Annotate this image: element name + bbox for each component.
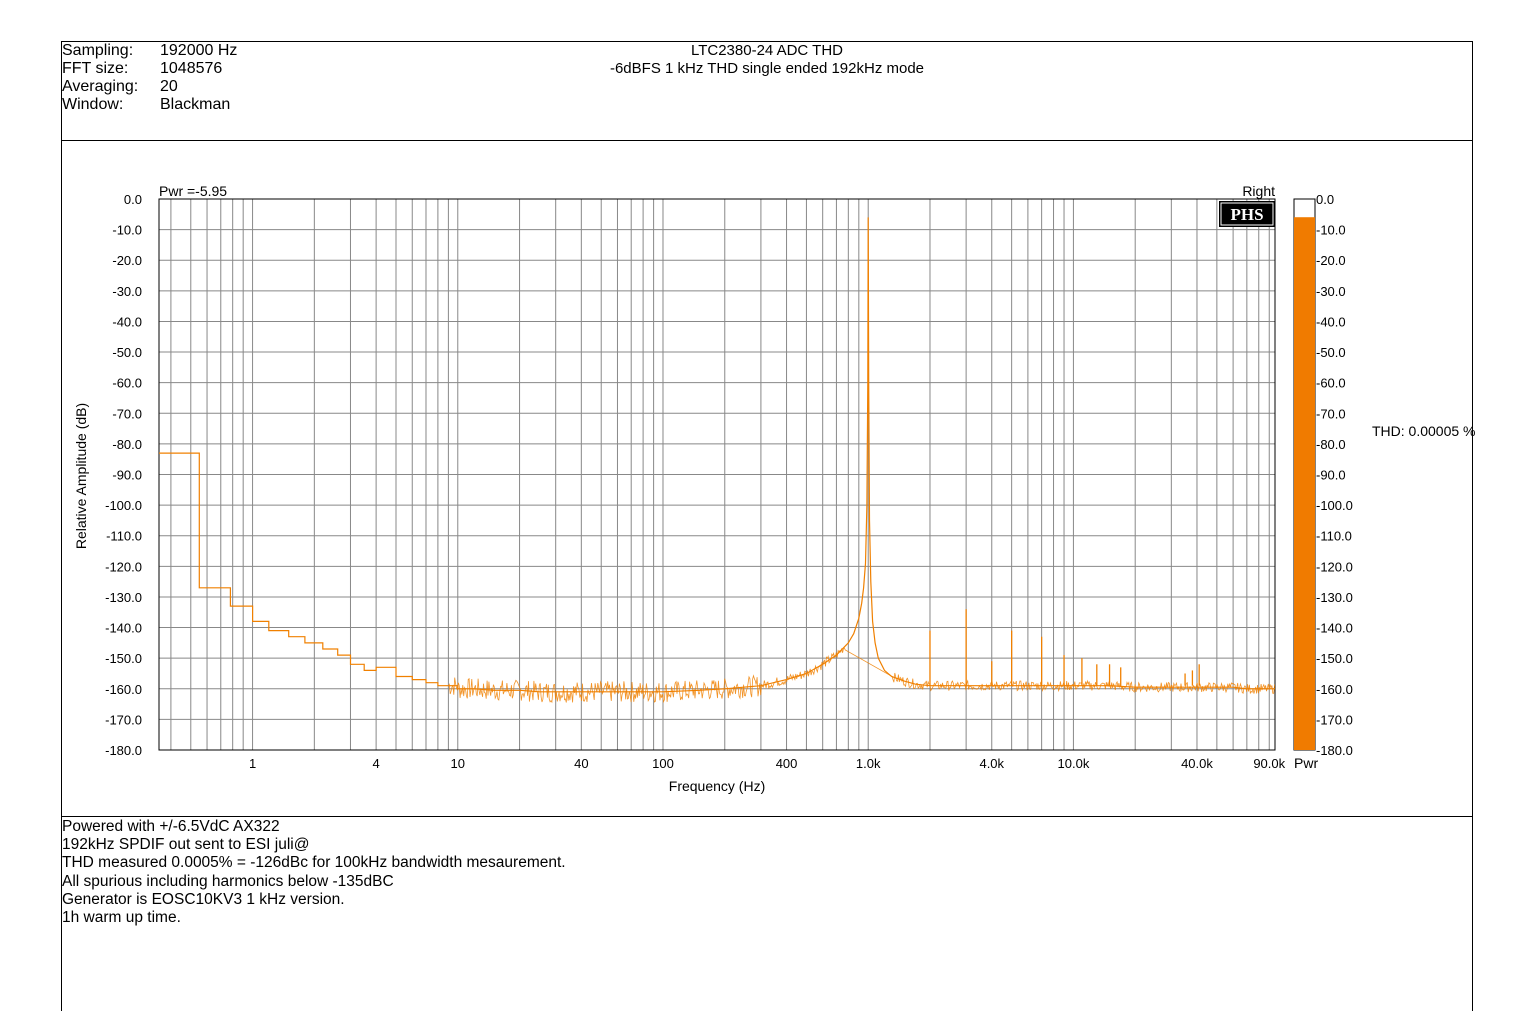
y-tick-label: -70.0 <box>112 406 142 421</box>
meter-tick-label: 0.0 <box>1316 192 1334 207</box>
meter-tick-label: -70.0 <box>1316 406 1346 421</box>
phs-logo-text: PHS <box>1230 205 1263 224</box>
meter-tick-label: -40.0 <box>1316 314 1346 329</box>
y-tick-label: -60.0 <box>112 376 142 391</box>
meter-tick-label: -90.0 <box>1316 468 1346 483</box>
plot-border <box>158 198 1276 751</box>
x-tick-label: 1 <box>249 756 256 771</box>
x-tick-label: 90.0k <box>1253 756 1285 771</box>
window-value: Blackman <box>160 96 231 113</box>
meter-tick-label: -150.0 <box>1316 651 1353 666</box>
thd-readout: THD: 0.00005 % <box>1372 423 1476 439</box>
meter-tick-label: -170.0 <box>1316 712 1353 727</box>
note-line: THD measured 0.0005% = -126dBc for 100kH… <box>62 854 566 872</box>
y-tick-label: -180.0 <box>105 743 142 758</box>
spectrum-trace <box>159 217 1275 693</box>
x-axis-label: Frequency (Hz) <box>669 778 765 794</box>
y-tick-label: -110.0 <box>106 529 142 544</box>
sampling-key: Sampling: <box>62 42 134 59</box>
averaging-row: Averaging: 20 <box>62 78 237 96</box>
y-tick-label: -50.0 <box>112 345 142 360</box>
meter-tick-label: -180.0 <box>1316 743 1353 758</box>
sampling-row: Sampling: 192000 Hz <box>62 42 237 60</box>
note-line: Powered with +/-6.5VdC AX322 <box>62 818 280 835</box>
spectrum-traces <box>159 217 1275 704</box>
note-line: 192kHz SPDIF out sent to ESI juli@ <box>62 836 310 854</box>
y-tick-label: -140.0 <box>105 621 142 636</box>
y-tick-label: -20.0 <box>112 253 142 268</box>
meter-tick-label: -10.0 <box>1316 223 1346 238</box>
y-tick-label: -130.0 <box>105 590 142 605</box>
meter-tick-label: -130.0 <box>1316 590 1353 605</box>
chart-titles: LTC2380-24 ADC THD -6dBFS 1 kHz THD sing… <box>467 42 1067 78</box>
y-tick-label: -10.0 <box>112 223 142 238</box>
x-tick-label: 10 <box>451 756 465 771</box>
header-divider <box>61 140 1473 141</box>
y-tick-label: -120.0 <box>105 559 142 574</box>
averaging-key: Averaging: <box>62 78 139 95</box>
power-meter-label: Pwr <box>1294 755 1318 771</box>
meter-tick-label: -50.0 <box>1316 345 1346 360</box>
y-tick-label: -150.0 <box>105 651 142 666</box>
fft-size-value: 1048576 <box>160 60 223 77</box>
window-row: Window: Blackman <box>62 96 237 114</box>
sampling-value: 192000 Hz <box>160 42 238 59</box>
y-tick-label: -40.0 <box>112 314 142 329</box>
x-tick-label: 10.0k <box>1058 756 1090 771</box>
y-tick-label: -80.0 <box>112 437 142 452</box>
phs-logo: PHS <box>1219 201 1275 227</box>
y-tick-labels: 0.0 -10.0 -20.0 -30.0 -40.0 -50.0 -60.0 -70.0 -8… <box>105 192 142 758</box>
meter-tick-label: -120.0 <box>1316 559 1353 574</box>
x-tick-label: 100 <box>652 756 674 771</box>
note-line: All spurious including harmonics below -… <box>62 872 394 890</box>
channel-label: Right <box>1242 183 1275 199</box>
chart-title: LTC2380-24 ADC THD <box>690 42 843 59</box>
meter-tick-label: -140.0 <box>1316 621 1353 636</box>
chart-subtitle: -6dBFS 1 kHz THD single ended 192kHz mod… <box>609 60 925 77</box>
meter-tick-label: -60.0 <box>1316 376 1346 391</box>
y-tick-label: -170.0 <box>105 712 142 727</box>
note-line: Generator is EOSC10KV3 1 kHz version. <box>62 890 345 908</box>
x-tick-label: 4 <box>372 756 379 771</box>
fft-size-key: FFT size: <box>62 60 129 77</box>
y-tick-label: 0.0 <box>124 192 142 207</box>
y-tick-label: -30.0 <box>112 284 142 299</box>
notes-divider <box>61 816 1473 817</box>
measurement-settings: Sampling: 192000 Hz FFT size: 1048576 Av… <box>62 42 237 114</box>
x-tick-label: 400 <box>776 756 798 771</box>
x-tick-label: 1.0k <box>856 756 881 771</box>
x-tick-label: 40 <box>574 756 588 771</box>
fft-size-row: FFT size: 1048576 <box>62 60 237 78</box>
y-axis-label: Relative Amplitude (dB) <box>73 403 89 549</box>
y-tick-label: -100.0 <box>105 498 142 513</box>
power-label: Pwr =-5.95 <box>159 183 227 199</box>
meter-tick-label: -100.0 <box>1316 498 1353 513</box>
meter-tick-label: -110.0 <box>1316 529 1352 544</box>
x-tick-label: 4.0k <box>979 756 1004 771</box>
x-tick-label: 40.0k <box>1181 756 1213 771</box>
meter-tick-label: -160.0 <box>1316 682 1353 697</box>
note-line: 1h warm up time. <box>62 909 181 927</box>
meter-tick-label: -30.0 <box>1316 284 1346 299</box>
page-frame <box>61 41 1473 1011</box>
y-tick-label: -160.0 <box>105 682 142 697</box>
notes-section: Powered with +/-6.5VdC AX322 192kHz SPDI… <box>62 818 566 927</box>
noise-floor-trace <box>448 647 1275 704</box>
y-tick-label: -90.0 <box>112 468 142 483</box>
window-key: Window: <box>62 96 124 113</box>
meter-tick-labels: 0.0 -10.0 -20.0 -30.0 -40.0 -50.0 -60.0 -70.0 -8… <box>1316 192 1353 758</box>
averaging-value: 20 <box>160 78 178 95</box>
meter-tick-label: -20.0 <box>1316 253 1346 268</box>
x-tick-labels: 1 4 10 40 100 400 1.0k 4.0k 10.0k 40.0k 90.0k <box>249 756 1286 771</box>
chart-grid <box>159 198 1275 751</box>
meter-tick-label: -80.0 <box>1316 437 1346 452</box>
power-meter-fill <box>1294 217 1315 750</box>
